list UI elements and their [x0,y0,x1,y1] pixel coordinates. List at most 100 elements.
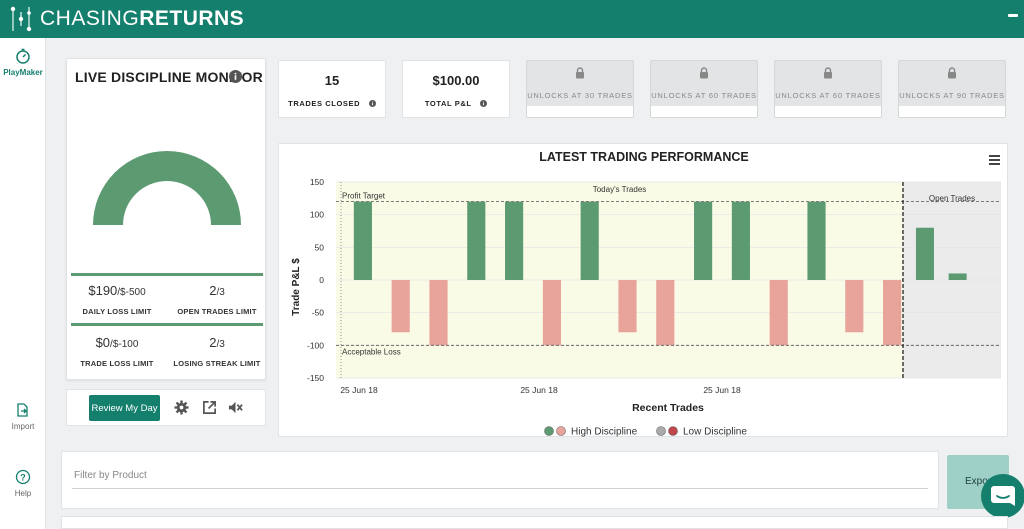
x-tick-label: 25 Jun 18 [703,385,741,395]
acceptable-loss-label: Acceptable Loss [342,347,401,356]
external-link-icon[interactable] [202,400,217,415]
y-tick-label: 150 [310,177,324,187]
menu-icon[interactable] [1008,14,1018,17]
chat-launcher-button[interactable] [981,474,1024,518]
mute-icon[interactable] [228,400,243,415]
sidebar-item-import[interactable]: Import [0,402,46,431]
chart-menu-icon[interactable] [989,155,1000,165]
trade-bar [845,280,864,333]
trade-bar [580,201,599,280]
trading-performance-chart: 150 100 50 0 -50 -100 -150 Profit Target Accep… [291,150,1001,438]
sidebar-item-label: PlayMaker [3,68,43,77]
chat-icon [991,486,1015,506]
trade-bar [694,201,713,280]
trading-performance-card: 150 100 50 0 -50 -100 -150 Profit Target Accep… [278,143,1008,438]
open-trade-bar [915,227,934,280]
x-tick-label: 25 Jun 18 [340,385,378,395]
lock-icon [948,67,956,79]
info-icon[interactable] [229,70,242,83]
total-pnl-card: $100.00 TOTAL P&L [402,60,510,118]
trade-bar [505,201,524,280]
sidebar: PlayMaker Import ? Help [0,38,46,529]
chart-title: LATEST TRADING PERFORMANCE [539,150,749,164]
y-tick-label: 100 [310,210,324,220]
trade-bar [467,201,486,280]
trade-bar [807,201,826,280]
total-pnl-value: $100.00 [432,73,480,88]
y-tick-label: -150 [307,373,324,383]
y-axis-label: Trade P&L $ [291,258,302,316]
filter-by-product-input[interactable]: Filter by Product [74,470,147,481]
legend-swatch [544,426,554,436]
trade-bar [769,280,788,346]
trades-closed-card: 15 TRADES CLOSED [278,60,386,118]
divider [71,273,263,276]
sidebar-item-playmaker[interactable]: PlayMaker [0,48,46,77]
top-bar: CHASINGRETURNS [0,0,1024,38]
sidebar-item-help[interactable]: ? Help [0,469,46,498]
legend-swatch [556,426,566,436]
open-trade-bar [948,273,967,280]
locked-card-60b: UNLOCKS AT 60 TRADES [774,60,882,118]
trade-bar [429,280,448,346]
x-axis-label: Recent Trades [632,402,704,414]
x-tick-label: 25 Jun 18 [520,385,558,395]
review-my-day-button[interactable]: Review My Day [89,395,160,421]
trade-bar [883,280,902,346]
trade-bar [618,280,637,333]
legend-swatch [656,426,666,436]
logo[interactable]: CHASINGRETURNS [8,4,244,34]
lock-icon [824,67,832,79]
total-pnl-label: TOTAL P&L [403,99,509,108]
sidebar-item-label: Import [11,422,35,431]
discipline-monitor-card: LIVE DISCIPLINE MONITOR $190/$-500 DAILY… [66,58,266,380]
y-tick-label: 0 [319,275,324,285]
bottom-panel [61,516,1008,529]
svg-text:?: ? [20,473,26,483]
lock-icon [576,67,584,79]
x-axis-ticks: 25 Jun 18 25 Jun 18 25 Jun 18 [340,385,741,395]
trade-bar [656,280,675,346]
trade-bars [353,201,902,346]
monitor-title: LIVE DISCIPLINE MONITOR [75,69,263,85]
profit-target-label: Profit Target [342,192,386,201]
todays-trades-label: Today's Trades [593,185,647,194]
losing-streak-stat: 2/3 LOSING STREAK LIMIT [173,335,261,368]
discipline-gauge [93,151,241,225]
legend-swatch [668,426,678,436]
legend-label: Low Discipline [683,427,747,438]
open-trades-label: Open Trades [929,194,975,203]
y-tick-label: -50 [312,308,325,318]
sidebar-item-label: Help [14,489,32,498]
lock-icon [700,67,708,79]
filter-card: Filter by Product [61,451,939,509]
y-tick-label: 50 [315,242,325,252]
y-axis-ticks: 150 100 50 0 -50 -100 -150 [307,177,324,383]
divider [71,323,263,326]
help-icon: ? [15,469,31,485]
trade-bar [391,280,410,333]
chart-legend: High Discipline Low Discipline [544,426,747,438]
trade-bar [353,201,372,280]
locked-card-30: UNLOCKS AT 30 TRADES [526,60,634,118]
y-tick-label: -100 [307,340,324,350]
trades-closed-value: 15 [324,73,340,88]
info-icon[interactable] [480,100,488,107]
open-trade-bars [915,227,967,280]
daily-loss-stat: $190/$-500 DAILY LOSS LIMIT [82,283,152,316]
legend-label: High Discipline [571,427,638,438]
app-title: CHASINGRETURNS [40,7,245,30]
trade-bar [542,280,561,346]
locked-card-90: UNLOCKS AT 90 TRADES [898,60,1006,118]
gear-icon[interactable] [174,400,189,415]
locked-card-60: UNLOCKS AT 60 TRADES [650,60,758,118]
trade-bar [731,201,750,280]
monitor-controls: Review My Day [66,389,266,426]
trades-closed-label: TRADES CLOSED [279,99,385,108]
import-icon [17,403,28,417]
info-icon[interactable] [368,100,376,107]
trade-loss-stat: $0/$-100 TRADE LOSS LIMIT [80,335,154,368]
stopwatch-icon [16,48,30,64]
logo-mark-icon [10,6,32,32]
open-trades-stat: 2/3 OPEN TRADES LIMIT [177,283,257,316]
